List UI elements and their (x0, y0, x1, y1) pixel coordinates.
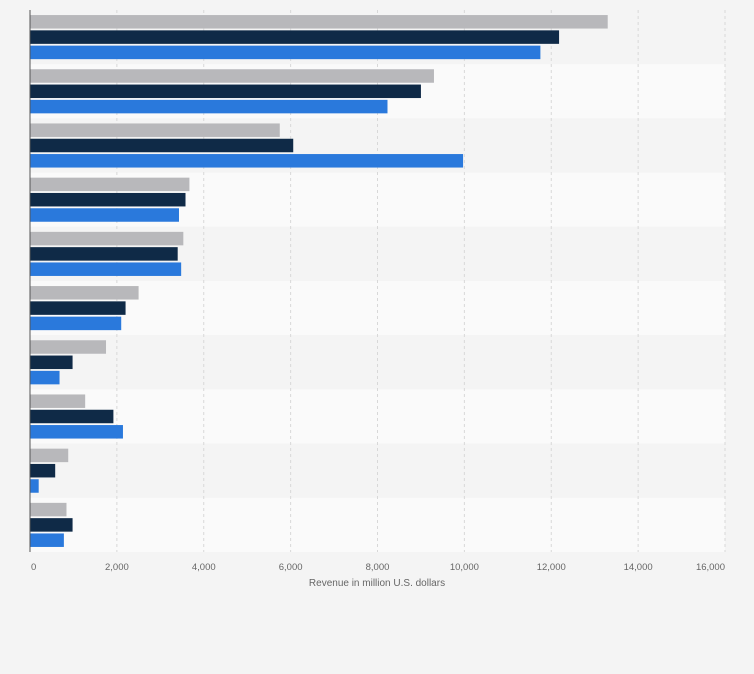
row-band-6 (30, 281, 725, 336)
bar-series3-cat6[interactable] (30, 316, 122, 331)
bar-group-4 (30, 177, 190, 222)
row-band-7 (30, 335, 725, 390)
bar-series2-cat7[interactable] (30, 355, 73, 370)
bar-series3-cat4[interactable] (30, 208, 179, 222)
x-tick-label: 6,000 (279, 562, 303, 573)
x-tick-label: 2,000 (105, 562, 129, 573)
bar-series3-cat8[interactable] (30, 425, 123, 439)
x-tick-label: 16,000 (696, 562, 725, 573)
bar-group-3 (30, 123, 464, 168)
bar-series1-cat1[interactable] (30, 15, 608, 29)
bar-group-8 (30, 394, 123, 439)
bar-group-9 (30, 448, 69, 493)
bar-series2-cat1[interactable] (30, 30, 560, 44)
x-tick-label: 10,000 (450, 562, 479, 573)
x-tick-label: 12,000 (537, 562, 566, 573)
bar-series2-cat3[interactable] (30, 138, 294, 153)
x-tick-labels: 0 2,000 4,000 6,000 8,000 10,000 12,000 14,000 1… (31, 562, 725, 573)
row-band-8 (30, 389, 725, 444)
bar-series3-cat3[interactable] (30, 154, 464, 168)
bar-series3-cat7[interactable] (30, 370, 60, 385)
bar-series3-cat5[interactable] (30, 262, 182, 276)
bar-group-5 (30, 231, 184, 276)
bar-series1-cat2[interactable] (30, 69, 434, 83)
row-band-10 (30, 497, 725, 552)
bar-series2-cat9[interactable] (30, 463, 56, 478)
bar-series3-cat2[interactable] (30, 99, 388, 114)
bar-series3-cat1[interactable] (30, 45, 541, 60)
bar-series2-cat8[interactable] (30, 409, 114, 424)
x-tick-label: 4,000 (192, 562, 216, 573)
bar-series2-cat2[interactable] (30, 84, 421, 99)
bar-group-7 (30, 340, 107, 385)
x-tick-label: 0 (31, 562, 36, 573)
bar-series2-cat4[interactable] (30, 192, 186, 207)
bar-series1-cat9[interactable] (30, 448, 69, 463)
bar-series2-cat5[interactable] (30, 247, 178, 261)
bar-series1-cat8[interactable] (30, 394, 86, 408)
bar-series1-cat7[interactable] (30, 340, 107, 354)
bar-series2-cat6[interactable] (30, 301, 126, 315)
bar-group-6 (30, 286, 139, 331)
bar-series1-cat3[interactable] (30, 123, 280, 137)
bar-group-2 (30, 69, 434, 114)
bar-series3-cat10[interactable] (30, 533, 64, 547)
x-axis-title: Revenue in million U.S. dollars (309, 578, 445, 589)
bar-series1-cat10[interactable] (30, 502, 67, 517)
x-tick-label: 14,000 (624, 562, 653, 573)
x-tick-label: 8,000 (366, 562, 390, 573)
bars (30, 15, 608, 547)
bar-series1-cat4[interactable] (30, 177, 190, 192)
bar-series3-cat9[interactable] (30, 479, 39, 493)
bar-series1-cat6[interactable] (30, 286, 139, 300)
row-band-9 (30, 443, 725, 498)
bar-series1-cat5[interactable] (30, 231, 184, 246)
bar-group-10 (30, 502, 73, 547)
bar-series2-cat10[interactable] (30, 518, 73, 532)
bar-group-1 (30, 15, 608, 60)
